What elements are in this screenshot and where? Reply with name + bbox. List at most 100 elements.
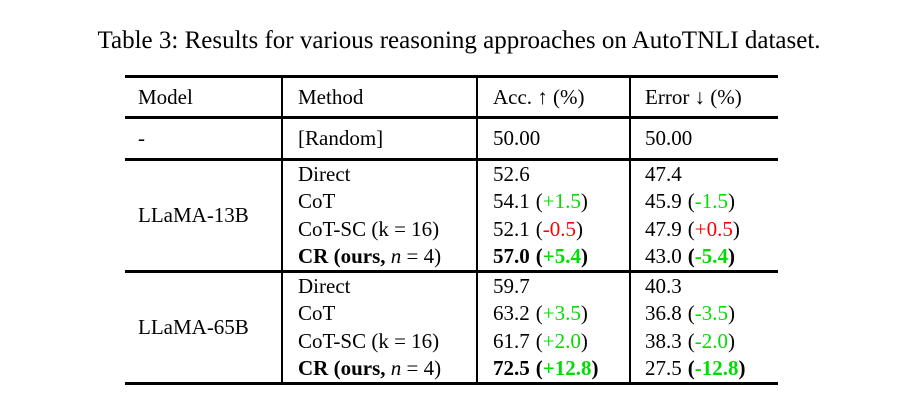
method-text: n xyxy=(390,356,402,381)
metric-value: 72.5 xyxy=(493,356,530,381)
error-cell: 40.3 xyxy=(629,270,778,300)
method-text: CoT xyxy=(298,189,336,213)
metric-value: 54.1 xyxy=(493,189,530,213)
delta-value: -0.5 xyxy=(542,217,576,241)
method-cell: Direct xyxy=(281,270,477,300)
model-cell: LLaMA-13B xyxy=(125,158,282,272)
delta-badge: (+0.5) xyxy=(687,217,740,241)
model-cell: LLaMA-65B xyxy=(125,270,282,384)
method-cell: CoT-SC (k = 16) xyxy=(281,327,477,356)
metric-value: 38.3 xyxy=(645,329,682,353)
metric-value: 52.6 xyxy=(493,161,530,186)
table-row: CoT 63.2 (+3.5) 36.8 (-3.5) xyxy=(125,299,778,328)
table-row: - [Random] 50.00 50.00 xyxy=(125,117,778,160)
method-text: CoT-SC (k = 16) xyxy=(298,217,440,241)
delta-value: +2.0 xyxy=(542,329,581,353)
method-text: CR (ours, xyxy=(298,244,391,269)
delta-value: +5.4 xyxy=(542,244,581,269)
delta-value: -1.5 xyxy=(694,189,728,213)
error-cell: 36.8 (-3.5) xyxy=(629,299,778,328)
delta-value: -5.4 xyxy=(694,244,728,269)
table-group-2: LLaMA-65B Direct 59.7 40.3 CoT 63.2 (+3.5) 36.8… xyxy=(125,270,778,384)
results-table: Model Method Acc. ↑ (%) Error ↓ (%) - [Ra… xyxy=(125,75,778,385)
delta-badge: (+1.5) xyxy=(535,189,588,213)
accuracy-cell: 59.7 xyxy=(476,270,630,300)
delta-badge: (+5.4) xyxy=(535,244,588,269)
method-text: CoT xyxy=(298,301,336,325)
metric-value: 43.0 xyxy=(645,244,682,269)
delta-badge: (-3.5) xyxy=(687,301,735,325)
table-row: CoT-SC (k = 16) 61.7 (+2.0) 38.3 (-2.0) xyxy=(125,327,778,356)
delta-value: -3.5 xyxy=(694,301,728,325)
method-cell: CoT-SC (k = 16) xyxy=(281,215,477,244)
table-caption: Table 3: Results for various reasoning a… xyxy=(97,27,821,54)
delta-badge: (+2.0) xyxy=(535,329,588,353)
error-cell: 38.3 (-2.0) xyxy=(629,327,778,356)
accuracy-cell: 52.6 xyxy=(476,158,630,188)
metric-value: 36.8 xyxy=(645,301,682,325)
method-cell: CoT xyxy=(281,299,477,328)
metric-value: 59.7 xyxy=(493,273,530,298)
delta-value: +3.5 xyxy=(542,301,581,325)
table-group-0: - [Random] 50.00 50.00 xyxy=(125,117,778,160)
metric-value: 50.00 xyxy=(493,126,541,150)
col-header-model: Model xyxy=(125,76,282,119)
table-row: CoT-SC (k = 16) 52.1 (-0.5) 47.9 (+0.5) xyxy=(125,215,778,244)
table-row: LLaMA-13B Direct 52.6 47.4 xyxy=(125,158,778,272)
accuracy-cell: 50.00 xyxy=(476,117,630,160)
metric-value: 50.00 xyxy=(645,126,693,150)
delta-badge: (-1.5) xyxy=(687,189,735,213)
method-cell: CR (ours, n = 4) xyxy=(281,243,477,272)
delta-value: +0.5 xyxy=(694,217,733,241)
delta-badge: (+3.5) xyxy=(535,301,588,325)
method-cell: Direct xyxy=(281,158,477,188)
metric-value: 57.0 xyxy=(493,244,530,269)
error-cell: 47.4 xyxy=(629,158,778,188)
error-cell: 43.0 (-5.4) xyxy=(629,243,778,272)
col-header-method: Method xyxy=(281,76,477,119)
table-group-1: LLaMA-13B Direct 52.6 47.4 CoT 54.1 (+1.5) 45.9… xyxy=(125,158,778,272)
delta-badge: (+12.8) xyxy=(535,356,599,381)
error-cell: 27.5 (-12.8) xyxy=(629,355,778,384)
header-row: Model Method Acc. ↑ (%) Error ↓ (%) xyxy=(125,76,778,119)
accuracy-cell: 72.5 (+12.8) xyxy=(476,355,630,384)
accuracy-cell: 63.2 (+3.5) xyxy=(476,299,630,328)
model-cell: - xyxy=(138,126,145,150)
accuracy-cell: 61.7 (+2.0) xyxy=(476,327,630,356)
method-text: = 4) xyxy=(401,356,442,381)
table-row: CR (ours, n = 4) 57.0 (+5.4) 43.0 (-5.4) xyxy=(125,243,778,272)
metric-value: 61.7 xyxy=(493,329,530,353)
accuracy-cell: 52.1 (-0.5) xyxy=(476,215,630,244)
delta-badge: (-12.8) xyxy=(687,356,746,381)
method-cell: [Random] xyxy=(281,117,477,160)
delta-badge: (-5.4) xyxy=(687,244,735,269)
delta-value: +12.8 xyxy=(542,356,592,381)
delta-value: -2.0 xyxy=(694,329,728,353)
metric-value: 40.3 xyxy=(645,273,682,298)
delta-badge: (-2.0) xyxy=(687,329,735,353)
accuracy-cell: 57.0 (+5.4) xyxy=(476,243,630,272)
delta-value: -12.8 xyxy=(694,356,739,381)
method-text: Direct xyxy=(298,161,351,186)
error-cell: 45.9 (-1.5) xyxy=(629,187,778,216)
metric-value: 47.9 xyxy=(645,217,682,241)
error-cell: 50.00 xyxy=(629,117,778,160)
table-row: LLaMA-65B Direct 59.7 40.3 xyxy=(125,270,778,384)
metric-value: 47.4 xyxy=(645,161,682,186)
metric-value: 52.1 xyxy=(493,217,530,241)
error-cell: 47.9 (+0.5) xyxy=(629,215,778,244)
metric-value: 27.5 xyxy=(645,356,682,381)
table-row: CR (ours, n = 4) 72.5 (+12.8) 27.5 (-12.8) xyxy=(125,355,778,384)
method-text: CoT-SC (k = 16) xyxy=(298,329,440,353)
delta-value: +1.5 xyxy=(542,189,581,213)
method-text: CR (ours, xyxy=(298,356,391,381)
table-row: CoT 54.1 (+1.5) 45.9 (-1.5) xyxy=(125,187,778,216)
method-text: [Random] xyxy=(298,126,384,150)
method-text: Direct xyxy=(298,273,351,298)
method-text: n xyxy=(390,244,402,269)
accuracy-cell: 54.1 (+1.5) xyxy=(476,187,630,216)
metric-value: 45.9 xyxy=(645,189,682,213)
method-text: = 4) xyxy=(401,244,442,269)
method-cell: CR (ours, n = 4) xyxy=(281,355,477,384)
